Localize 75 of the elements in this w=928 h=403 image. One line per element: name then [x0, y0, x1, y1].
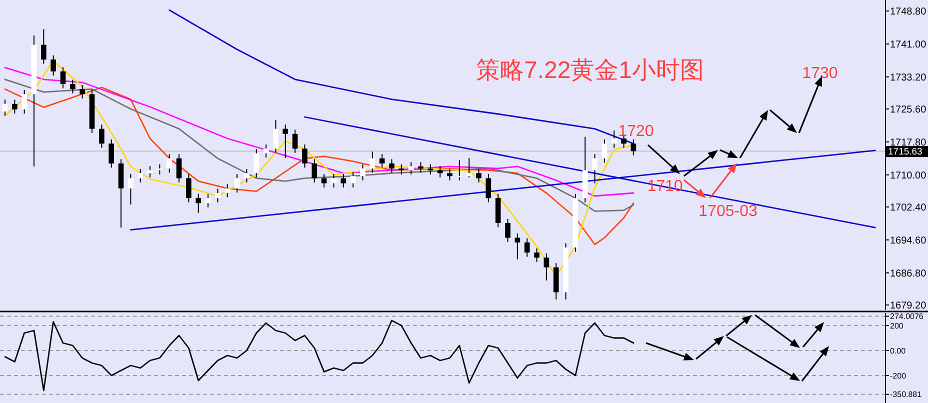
candlestick [321, 174, 327, 188]
candlestick [534, 248, 540, 262]
candlestick [447, 168, 452, 181]
candlestick [360, 164, 366, 181]
y-tick-label: 1686.80 [890, 268, 927, 280]
y-tick-label: 1694.60 [890, 235, 927, 246]
candlestick [50, 54, 56, 76]
y-tick-label: -200 [890, 371, 907, 380]
candlestick [12, 99, 18, 114]
y-tick-label: 1733.20 [890, 72, 927, 84]
candlestick [340, 174, 346, 188]
candlestick [602, 138, 608, 164]
y-tick-label: -350.881 [890, 390, 922, 400]
y-tick-label: 1710.00 [890, 170, 927, 182]
candlestick [282, 124, 288, 158]
y-tick-label: 0.00 [890, 346, 906, 356]
line-series [4, 320, 634, 392]
candlestick [514, 233, 520, 260]
candlestick [350, 171, 356, 188]
candlestick [331, 174, 336, 188]
y-tick-label: 1702.40 [890, 202, 927, 214]
candlestick [60, 66, 66, 89]
annotation: 1720 [618, 123, 654, 140]
candlestick [108, 138, 114, 168]
y-tick-label: 1717.80 [890, 137, 927, 148]
ref-line-label: 1715.63 [888, 146, 922, 158]
candlestick [2, 99, 8, 116]
candlestick [128, 174, 134, 205]
candlestick [157, 164, 162, 175]
candlestick [370, 151, 376, 174]
candlestick [592, 154, 598, 184]
candlestick [456, 160, 462, 181]
candlestick [505, 218, 510, 243]
candlestick [437, 165, 443, 178]
candlestick [389, 158, 394, 174]
candlestick [166, 154, 172, 174]
candlestick [302, 144, 308, 168]
candlestick [486, 174, 492, 203]
text: 策略7.22黄金1小时图 [476, 57, 704, 84]
y-tick-label: 1748.80 [890, 6, 927, 18]
candlestick [70, 79, 76, 94]
y-tick-label: 1725.60 [890, 104, 927, 116]
candlestick [22, 89, 27, 114]
candlestick [80, 84, 86, 99]
candlestick [611, 130, 617, 148]
y-tick-label: 274.0076 [890, 312, 924, 322]
candlestick [524, 238, 530, 258]
candlestick [418, 162, 424, 174]
candlestick [138, 168, 144, 183]
annotation: 1730 [802, 65, 838, 82]
candlestick [254, 148, 260, 178]
candlestick [466, 157, 472, 178]
y-tick-label: 200 [890, 321, 904, 330]
candlestick [273, 119, 278, 154]
candlestick [147, 165, 153, 178]
candlestick [630, 138, 636, 156]
candlestick [263, 144, 269, 158]
candlestick [476, 168, 482, 183]
candlestick [234, 174, 240, 194]
candlestick [312, 158, 318, 183]
candlestick [99, 124, 104, 148]
candlestick [196, 193, 202, 214]
candlestick [205, 193, 211, 208]
candlestick [176, 154, 182, 183]
candlestick [379, 154, 385, 168]
candlestick [215, 188, 220, 203]
candlestick [41, 28, 46, 64]
annotation: 1705-03 [698, 203, 758, 220]
y-tick-label: 1679.20 [890, 300, 927, 312]
candlestick [186, 174, 192, 203]
candlestick [544, 252, 550, 281]
candlestick [244, 168, 250, 183]
y-tick-label: 1741.00 [890, 39, 927, 50]
candlestick [292, 129, 298, 154]
candlestick [224, 184, 230, 198]
